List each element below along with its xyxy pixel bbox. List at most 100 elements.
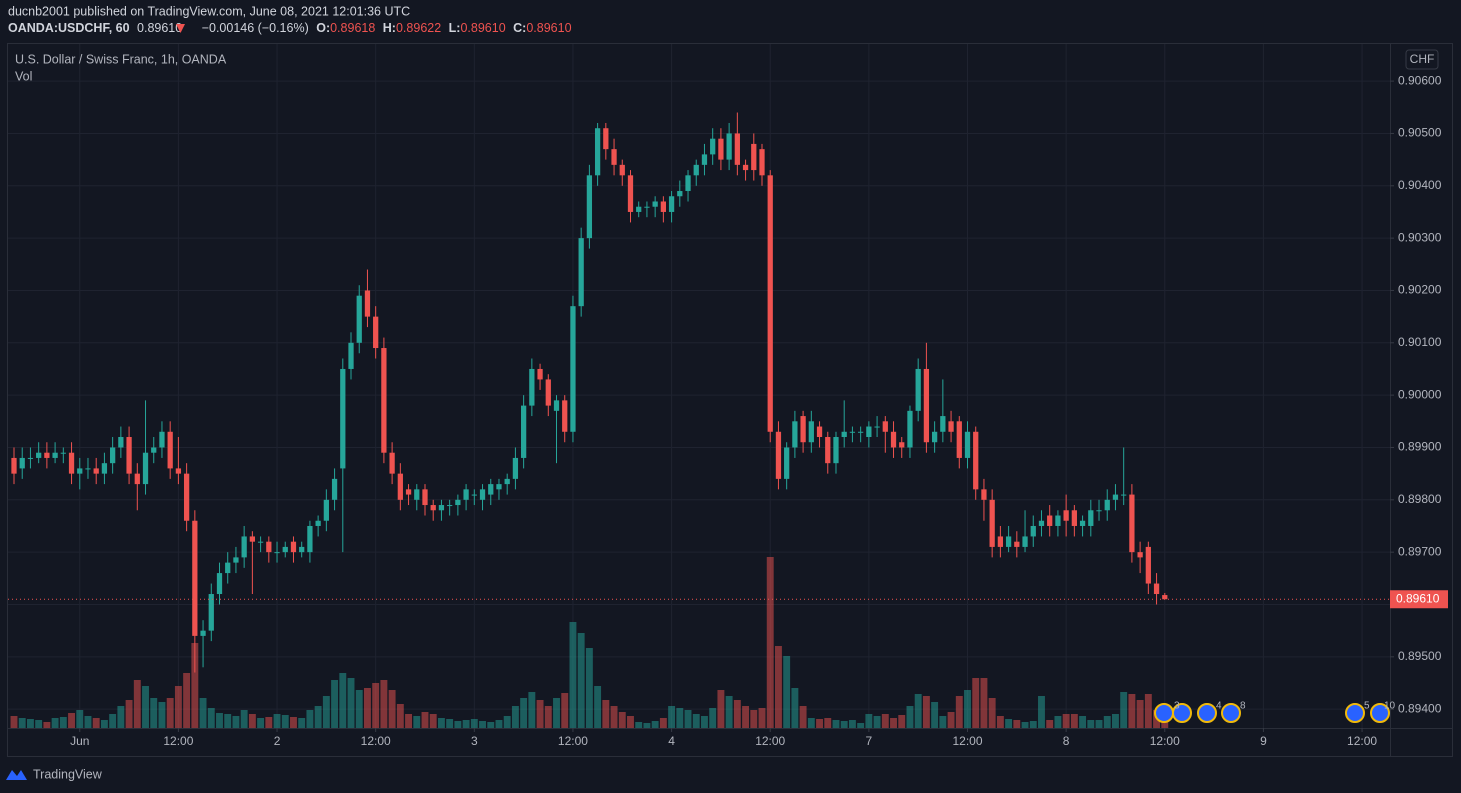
candle-body [447, 505, 453, 507]
volume-bar [273, 714, 281, 728]
event-count: 8 [1240, 701, 1246, 712]
candle-body [1063, 510, 1069, 521]
volume-bar [1054, 716, 1062, 728]
volume-bar [1079, 716, 1087, 728]
candle-body [331, 478, 338, 500]
event-icon[interactable] [1172, 703, 1192, 723]
x-tick-label: 2 [274, 734, 281, 748]
x-tick-label: Jun [70, 734, 89, 748]
candle-body [792, 421, 798, 448]
volume-bar [668, 706, 676, 728]
event-icon[interactable] [1154, 703, 1174, 723]
candle-body [710, 138, 716, 155]
y-tick-label: 0.89700 [1398, 544, 1442, 558]
volume-legend: Vol [15, 69, 32, 83]
y-tick-label: 0.90400 [1398, 178, 1442, 192]
y-tick-label: 0.90600 [1398, 73, 1442, 87]
volume-bar [602, 700, 610, 728]
candle-body [167, 431, 173, 469]
volume-bar [265, 717, 273, 728]
candle-body [545, 379, 551, 406]
candle-body [414, 489, 420, 500]
volume-bar [183, 673, 191, 728]
candle-body [134, 473, 140, 485]
volume-bar [1128, 694, 1136, 728]
candle-body [907, 410, 913, 448]
volume-bar [396, 704, 404, 728]
volume-bar [281, 715, 289, 728]
volume-bar [1136, 700, 1144, 728]
volume-bar [380, 680, 388, 728]
event-count: 3 [1174, 701, 1180, 712]
x-tick-label: 12:00 [361, 734, 391, 748]
l-value: 0.89610 [460, 21, 505, 35]
candle-body [479, 489, 486, 500]
volume-bar [1046, 720, 1054, 728]
candle-body [101, 463, 108, 474]
candle-body [208, 594, 214, 631]
candle-body [397, 473, 403, 500]
volume-bar [774, 646, 782, 728]
volume-bar [372, 683, 380, 728]
volume-bar [766, 557, 774, 728]
volume-bar [964, 690, 971, 728]
volume-bar [561, 693, 569, 728]
candle-body [841, 431, 847, 438]
volume-bar [577, 633, 585, 728]
candle-body [1096, 510, 1102, 512]
candle-body [1088, 510, 1094, 526]
candle-body [825, 437, 831, 464]
candle-body [249, 536, 256, 542]
candle-body [159, 431, 165, 448]
volume-bar [1112, 714, 1119, 728]
event-icon[interactable] [1221, 703, 1241, 723]
y-tick-label: 0.89800 [1398, 492, 1442, 506]
candle-body [200, 630, 206, 636]
candle-body [381, 348, 387, 453]
candle-body [1005, 536, 1012, 547]
y-tick-label: 0.89400 [1398, 701, 1442, 715]
candle-body [183, 473, 190, 521]
candle-body [816, 426, 823, 438]
candle-body [60, 452, 66, 454]
y-tick-label: 0.90500 [1398, 126, 1442, 140]
volume-bar [610, 706, 618, 728]
c-value: 0.89610 [526, 21, 571, 35]
y-tick-label: 0.90300 [1398, 230, 1442, 244]
brand-logo [6, 770, 27, 780]
candle-body [504, 478, 510, 485]
candle-body [899, 442, 905, 448]
volume-bar [125, 700, 133, 728]
event-icon[interactable] [1370, 703, 1390, 723]
volume-bar [511, 706, 519, 728]
volume-bar [709, 708, 717, 728]
brand[interactable]: TradingView [33, 767, 103, 781]
volume-bar [429, 714, 437, 728]
volume-bar [676, 708, 684, 728]
volume-bar [544, 706, 552, 728]
volume-bar [76, 710, 84, 728]
volume-bars [10, 557, 1169, 728]
volume-bar [758, 708, 766, 728]
volume-bar [1013, 720, 1021, 728]
event-icon[interactable] [1345, 703, 1365, 723]
volume-bar [627, 716, 634, 728]
volume-bar [207, 708, 215, 728]
candle-body [849, 431, 856, 433]
o-value: 0.89618 [330, 21, 375, 35]
candle-body [940, 416, 946, 432]
candle-body [11, 457, 17, 474]
candle-body [808, 421, 814, 443]
pane-border [7, 43, 1453, 757]
event-icon[interactable] [1197, 703, 1217, 723]
volume-bar [717, 690, 725, 728]
candle-body [784, 447, 790, 479]
x-tick-label: 3 [471, 734, 478, 748]
volume-bar [1070, 714, 1078, 728]
volume-bar [1029, 721, 1037, 728]
h-label: H: [383, 21, 396, 35]
candle-body [923, 368, 930, 443]
candle-body [652, 201, 658, 207]
last-price-label: 0.89610 [1396, 591, 1440, 605]
